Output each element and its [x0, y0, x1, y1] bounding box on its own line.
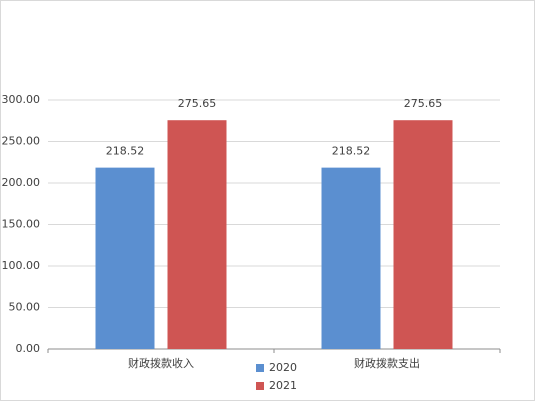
bar — [95, 167, 155, 349]
y-tick-label: 200.00 — [2, 176, 41, 189]
x-tick-label: 财政拨款收入 — [128, 356, 194, 370]
y-tick-label: 100.00 — [2, 259, 41, 272]
y-tick-label: 150.00 — [2, 218, 41, 231]
bar — [167, 120, 227, 349]
legend-swatch — [256, 382, 264, 390]
x-tick-label: 财政拨款支出 — [354, 356, 420, 370]
value-label: 218.52 — [332, 145, 371, 158]
y-tick-label: 300.00 — [2, 93, 41, 106]
legend-label: 2020 — [269, 361, 297, 374]
y-tick-label: 0.00 — [16, 342, 41, 355]
legend-swatch — [256, 364, 264, 372]
value-label: 275.65 — [178, 97, 217, 110]
bar — [321, 167, 381, 349]
legend-label: 2021 — [269, 379, 297, 392]
bar — [393, 120, 453, 349]
value-label: 218.52 — [106, 145, 145, 158]
value-label: 275.65 — [404, 97, 443, 110]
y-tick-label: 50.00 — [9, 301, 41, 314]
y-tick-label: 250.00 — [2, 135, 41, 148]
